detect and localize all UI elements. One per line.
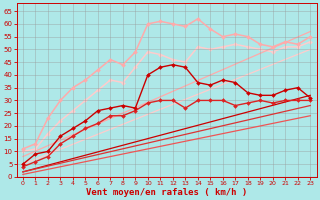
X-axis label: Vent moyen/en rafales ( km/h ): Vent moyen/en rafales ( km/h ) [86, 188, 247, 197]
